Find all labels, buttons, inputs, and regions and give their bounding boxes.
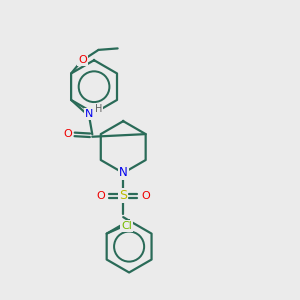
Text: O: O bbox=[96, 191, 105, 201]
Text: N: N bbox=[85, 109, 94, 119]
Text: O: O bbox=[64, 129, 73, 140]
Text: O: O bbox=[142, 191, 150, 201]
Text: O: O bbox=[78, 55, 87, 65]
Text: Cl: Cl bbox=[121, 221, 132, 231]
Text: S: S bbox=[119, 189, 127, 203]
Text: N: N bbox=[119, 167, 128, 179]
Text: H: H bbox=[95, 104, 103, 114]
